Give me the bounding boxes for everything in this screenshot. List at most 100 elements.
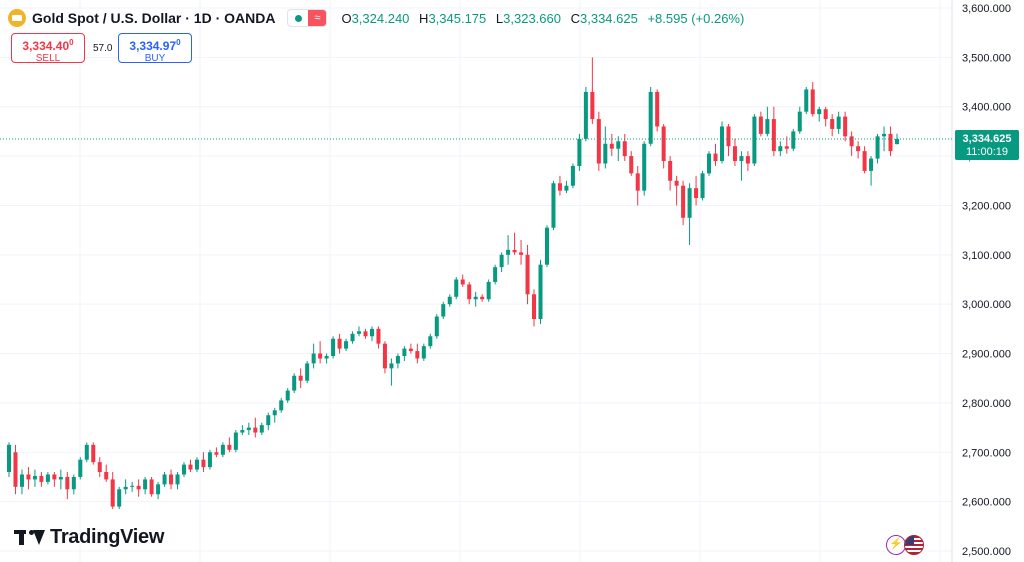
candle-body (337, 338, 342, 349)
data-delay-icon: ≈ (308, 10, 327, 26)
candle-body (784, 146, 789, 149)
candle-body (694, 188, 699, 199)
ohlc-open-key: O (341, 10, 352, 26)
lightning-icon[interactable]: ⚡ (886, 535, 906, 555)
candle-body (97, 462, 102, 473)
y-tick-label: 3,100.000 (962, 250, 1011, 262)
candle-body (752, 116, 757, 164)
buy-button[interactable]: 3,334.970 BUY (118, 33, 192, 64)
candle-body (661, 126, 666, 162)
ohlc-open-value: 3,324.240 (351, 10, 410, 26)
candle-body (421, 346, 426, 359)
candle-body (856, 146, 861, 152)
candle-body (888, 133, 893, 152)
candle-body (596, 119, 601, 164)
candle-body (603, 143, 608, 164)
candle-body (285, 390, 290, 401)
candle-body (324, 356, 329, 359)
candle-body (758, 116, 763, 134)
candle-body (58, 476, 63, 480)
candle-body (823, 109, 828, 120)
candle-body (331, 338, 336, 357)
candle-body (311, 353, 316, 364)
candle-body (499, 254, 504, 268)
y-tick-label: 2,700.000 (962, 447, 1011, 459)
candle-body (395, 356, 400, 364)
candle-body (882, 133, 887, 137)
candle-body (415, 351, 420, 359)
candle-body (506, 249, 511, 255)
candle-body (719, 126, 725, 162)
candle-body (486, 281, 491, 300)
candle-body (65, 476, 70, 490)
candle-body (130, 485, 135, 487)
candle-body (369, 328, 374, 337)
candle-body (707, 153, 712, 174)
candle-body (616, 141, 621, 149)
candle-body (169, 474, 174, 485)
candle-body (71, 476, 76, 490)
candle-body (376, 328, 381, 344)
candle-body (246, 427, 251, 431)
candle-body (460, 279, 465, 285)
bar-countdown: 11:00:19 (965, 145, 1008, 158)
candle-body (156, 484, 161, 495)
ohlc-close-key: C (570, 10, 580, 26)
candle-body (473, 296, 478, 300)
symbol-title[interactable]: Gold Spot / U.S. Dollar · 1D · OANDA (32, 10, 276, 26)
candle-body (668, 161, 673, 181)
candle-body (894, 138, 900, 145)
sell-button[interactable]: 3,334.400 SELL (11, 33, 85, 64)
sell-label: SELL (35, 53, 61, 64)
market-status[interactable]: ≈ (287, 9, 328, 27)
y-tick-label: 3,200.000 (962, 200, 1011, 212)
candle-body (233, 432, 238, 450)
candle-body (726, 126, 731, 147)
candle-body (136, 485, 141, 490)
ohlc-close-value: 3,334.625 (580, 10, 638, 26)
candle-body (227, 444, 232, 450)
ohlc-low-key: L (495, 10, 504, 26)
candle-body (149, 479, 154, 495)
candle-body (648, 91, 653, 144)
buy-price: 3,334.970 (129, 38, 181, 53)
candle-body (6, 444, 12, 473)
tradingview-logo-icon (14, 528, 45, 546)
ohlc-high-value: 3,345.175 (428, 10, 487, 26)
y-tick-label: 2,500.000 (962, 546, 1011, 558)
candle-body (39, 475, 44, 482)
candle-body (162, 474, 167, 485)
candle-body (292, 375, 297, 391)
candle-body (201, 459, 206, 468)
ohlc-legend: O3,324.240 H3,345.175 L3,323.660 C3,334.… (341, 11, 744, 26)
price-axis[interactable]: 3,600.0003,500.0003,400.0003,300.0003,20… (962, 3, 1011, 558)
candle-body (532, 294, 537, 319)
candle-body (732, 146, 737, 162)
candle-body (454, 279, 459, 297)
last-price-value: 3,334.625 (962, 132, 1012, 145)
gold-symbol-icon (8, 9, 26, 27)
candle-body (181, 464, 187, 475)
tradingview-logo[interactable]: TradingView (14, 525, 164, 549)
candle-body (363, 331, 368, 337)
candle-body (305, 363, 310, 381)
us-flag-icon[interactable] (904, 535, 924, 555)
grid-lines (0, 0, 952, 562)
candle-body (123, 486, 128, 490)
candle-body (745, 156, 750, 164)
candle-body (188, 464, 193, 470)
candle-body (765, 119, 770, 134)
candle-body (110, 479, 115, 507)
candle-body (272, 410, 277, 416)
candle-body (512, 249, 517, 253)
ohlc-high-key: H (419, 10, 429, 26)
chart-header: Gold Spot / U.S. Dollar · 1D · OANDA ≈ O… (8, 8, 744, 28)
candle-body (441, 304, 446, 317)
candle-body (590, 91, 595, 120)
candle-body (344, 341, 349, 349)
candle-body (350, 333, 355, 342)
candle-body (13, 452, 18, 487)
y-tick-label: 3,600.000 (962, 3, 1011, 15)
ohlc-low-value: 3,323.660 (503, 10, 561, 26)
